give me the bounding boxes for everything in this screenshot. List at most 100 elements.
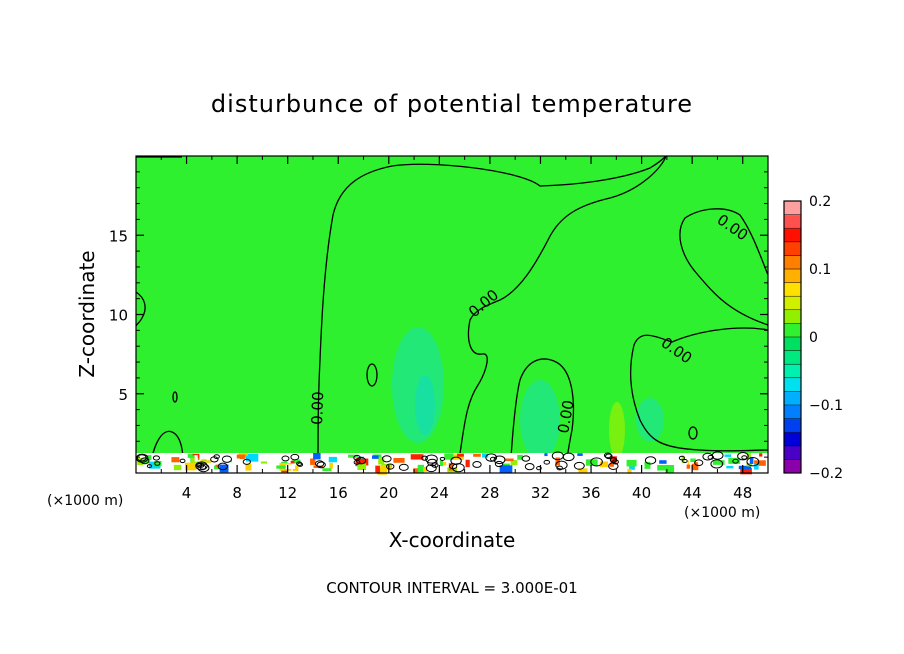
colorbar-tick-label: −0.1 [809, 398, 843, 414]
noise-cell [313, 453, 321, 460]
noise-cell [423, 466, 428, 472]
noise-contour [573, 461, 585, 470]
noise-cell [236, 454, 246, 459]
noise-cell [355, 458, 369, 466]
colorbar-swatch [784, 296, 801, 311]
noise-cell [448, 463, 454, 471]
noise-cell [322, 468, 332, 472]
noise-contour [451, 463, 465, 473]
noise-cell [140, 458, 150, 464]
noise-cell [738, 465, 752, 470]
noise-cell [285, 464, 296, 469]
colorbar-tick-label: 0 [809, 330, 818, 346]
noise-cell [627, 468, 632, 474]
noise-contour [146, 464, 153, 469]
noise-contour [140, 457, 150, 465]
colorbar-swatch [784, 269, 801, 284]
noise-cell [483, 462, 488, 467]
noise-cell [626, 459, 637, 467]
noise-contour [551, 451, 564, 461]
noise-cell [442, 461, 447, 466]
noise-contour [536, 465, 542, 471]
colorbar-swatch [784, 459, 801, 474]
colorbar-tick-label: −0.2 [809, 466, 843, 482]
noise-contour [152, 455, 160, 461]
noise-contour [524, 463, 535, 471]
zero-contour-closed [366, 363, 378, 387]
noise-cell [276, 465, 287, 469]
colorbar-swatch [784, 241, 801, 256]
noise-contour [316, 461, 326, 469]
noise-contour [493, 455, 506, 465]
surface-noise-band [135, 451, 768, 475]
x-tick-label: 36 [581, 484, 600, 502]
contour-label: 0.00 [308, 391, 327, 425]
zero-contour [135, 291, 146, 327]
noise-contour [439, 456, 446, 461]
noise-cell [375, 465, 380, 473]
noise-cell [534, 457, 542, 460]
chart-title: disturbunce of potential temperature [211, 90, 693, 118]
colorbar-swatch [784, 445, 801, 460]
noise-contour [741, 455, 748, 460]
colorbar-swatch [784, 282, 801, 297]
noise-cell [393, 457, 405, 463]
noise-contour [611, 459, 619, 465]
noise-cell [610, 456, 617, 463]
noise-cell [184, 462, 197, 471]
noise-contour [353, 454, 361, 461]
noise-contour [494, 460, 504, 468]
noise-contour [694, 459, 704, 467]
noise-cell [504, 458, 514, 462]
noise-contour [608, 462, 619, 470]
noise-cell [292, 459, 301, 464]
noise-contour [217, 462, 229, 471]
colorbar-swatch [784, 323, 801, 338]
noise-cell [245, 463, 252, 471]
noise-cell [378, 456, 385, 465]
noise-cell [657, 464, 668, 471]
warm-anomaly-region [609, 402, 625, 458]
noise-contour [678, 455, 685, 461]
x-tick-label: 44 [683, 484, 702, 502]
x-tick-label: 28 [480, 484, 499, 502]
noise-cell [510, 460, 518, 466]
noise-cell [413, 468, 419, 473]
noise-cell [329, 462, 333, 469]
zero-contour [509, 358, 575, 474]
colorbar-swatch [784, 337, 801, 352]
noise-cell [482, 453, 489, 458]
noise-cell [749, 457, 754, 464]
noise-cell [200, 460, 211, 463]
noise-cell [245, 453, 259, 462]
noise-cell [555, 457, 560, 466]
noise-cell [499, 465, 513, 473]
noise-cell [690, 458, 696, 462]
noise-cell [238, 453, 248, 456]
colorbar-swatch [784, 432, 801, 447]
noise-cell [377, 467, 387, 475]
noise-cell [439, 460, 444, 467]
noise-cell [194, 455, 198, 462]
noise-contour [290, 453, 300, 461]
colorbar: 0.2 0.1 0 −0.1 −0.2 [783, 194, 843, 482]
noise-cell [728, 457, 741, 464]
x-axis: 4 8 12 16 20 24 28 32 36 40 44 48 [160, 156, 752, 502]
noise-contour [605, 453, 613, 460]
x-unit-label-left: (×1000 m) [47, 493, 123, 509]
y-tick-label: 15 [109, 227, 128, 245]
noise-cell [599, 455, 606, 462]
noise-contour [555, 460, 568, 470]
x-unit-label-right: (×1000 m) [684, 505, 760, 521]
noise-cell [578, 468, 588, 473]
noise-cell [290, 460, 295, 464]
plot-area: 0.00 0.00 0.00 0.00 0.00 [135, 155, 769, 475]
x-tick-label: 40 [632, 484, 651, 502]
noise-contour [381, 455, 392, 463]
noise-cell [357, 463, 367, 471]
noise-contour [431, 462, 439, 468]
noise-contour [425, 454, 438, 464]
noise-cell [712, 460, 725, 465]
noise-contour [737, 451, 749, 461]
noise-cell [686, 464, 691, 469]
